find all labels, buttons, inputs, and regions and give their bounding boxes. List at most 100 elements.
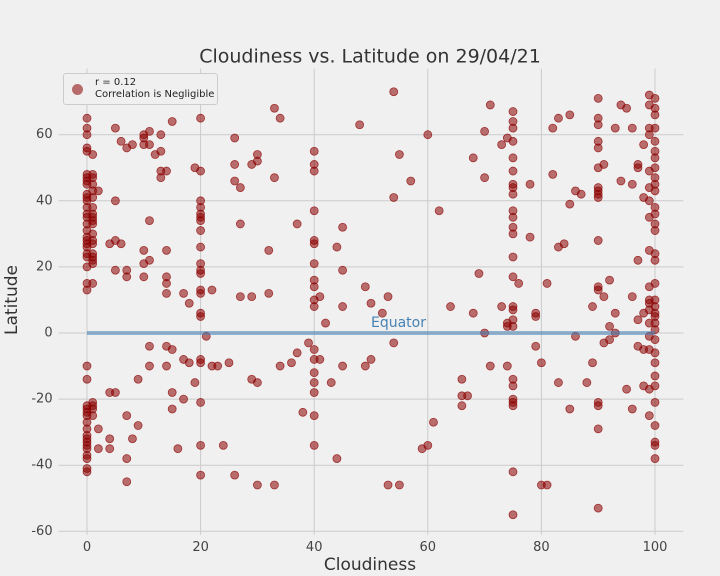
point [360,361,370,371]
point [639,140,649,150]
point [235,292,245,302]
point [332,454,342,463]
point [508,305,518,315]
point [167,345,177,354]
x-tick-label: 80 [533,540,550,555]
point [554,113,563,123]
point [133,374,143,384]
point [82,374,92,384]
point [650,163,660,173]
point [423,130,433,140]
point [468,153,478,163]
point [190,378,200,387]
point [196,440,206,450]
point [627,404,637,414]
point [139,245,149,255]
point [309,440,319,450]
point [309,378,319,387]
point [235,219,245,229]
point [650,255,660,265]
point [122,454,132,463]
point [474,269,484,278]
point [394,150,404,159]
point [88,193,98,202]
point [162,288,171,298]
point [88,150,98,159]
point [622,103,631,113]
point [326,378,336,387]
point [468,308,478,318]
point [650,371,660,381]
point [196,269,206,278]
point [309,239,319,249]
point [270,480,279,490]
point [610,308,620,318]
point [650,348,660,358]
point [88,239,98,249]
point [650,454,660,463]
point [394,480,404,490]
point [82,285,92,295]
point [82,130,92,140]
point [525,179,535,189]
point [93,424,103,434]
point [366,298,376,308]
point [167,404,177,414]
point [429,417,438,427]
point [588,302,597,311]
legend: r = 0.12 Correlation is Negligible [63,73,218,105]
x-tick-label: 60 [420,540,437,555]
y-tick-label: 40 [36,193,53,208]
point [133,421,143,430]
point [542,279,552,288]
point [406,176,416,186]
point [423,440,433,450]
point [235,183,245,192]
point [627,292,637,302]
point [599,160,609,169]
point [207,285,217,295]
point [508,252,518,262]
point [508,229,518,239]
point [275,113,285,123]
point [542,480,552,490]
point [88,259,98,268]
x-tick-label: 40 [306,540,323,555]
point [508,467,518,477]
point [309,282,319,292]
point [508,321,518,331]
point [230,133,240,143]
point [463,391,472,401]
point [644,411,654,421]
point [338,302,348,311]
point [156,173,166,183]
point [247,292,257,302]
point [93,186,103,196]
point [593,236,603,245]
point [122,477,132,487]
point [213,361,223,371]
point [82,454,92,463]
point [309,388,319,397]
point [196,398,206,407]
point [304,338,313,348]
point [292,348,302,358]
point [332,242,342,252]
point [88,279,98,288]
point [593,424,603,434]
point [196,358,206,368]
point [633,255,643,265]
point [145,361,154,371]
point [145,140,154,150]
point [508,212,518,222]
x-tick-label: 20 [192,540,209,555]
point [252,378,262,387]
point [309,166,319,176]
point [139,272,149,282]
point [122,272,132,282]
point [508,510,518,520]
point [485,361,495,371]
point [196,470,206,480]
